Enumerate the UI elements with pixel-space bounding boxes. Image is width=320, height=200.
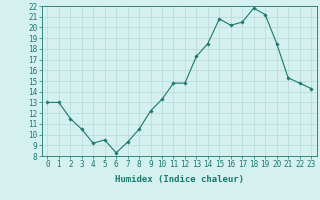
X-axis label: Humidex (Indice chaleur): Humidex (Indice chaleur)	[115, 175, 244, 184]
